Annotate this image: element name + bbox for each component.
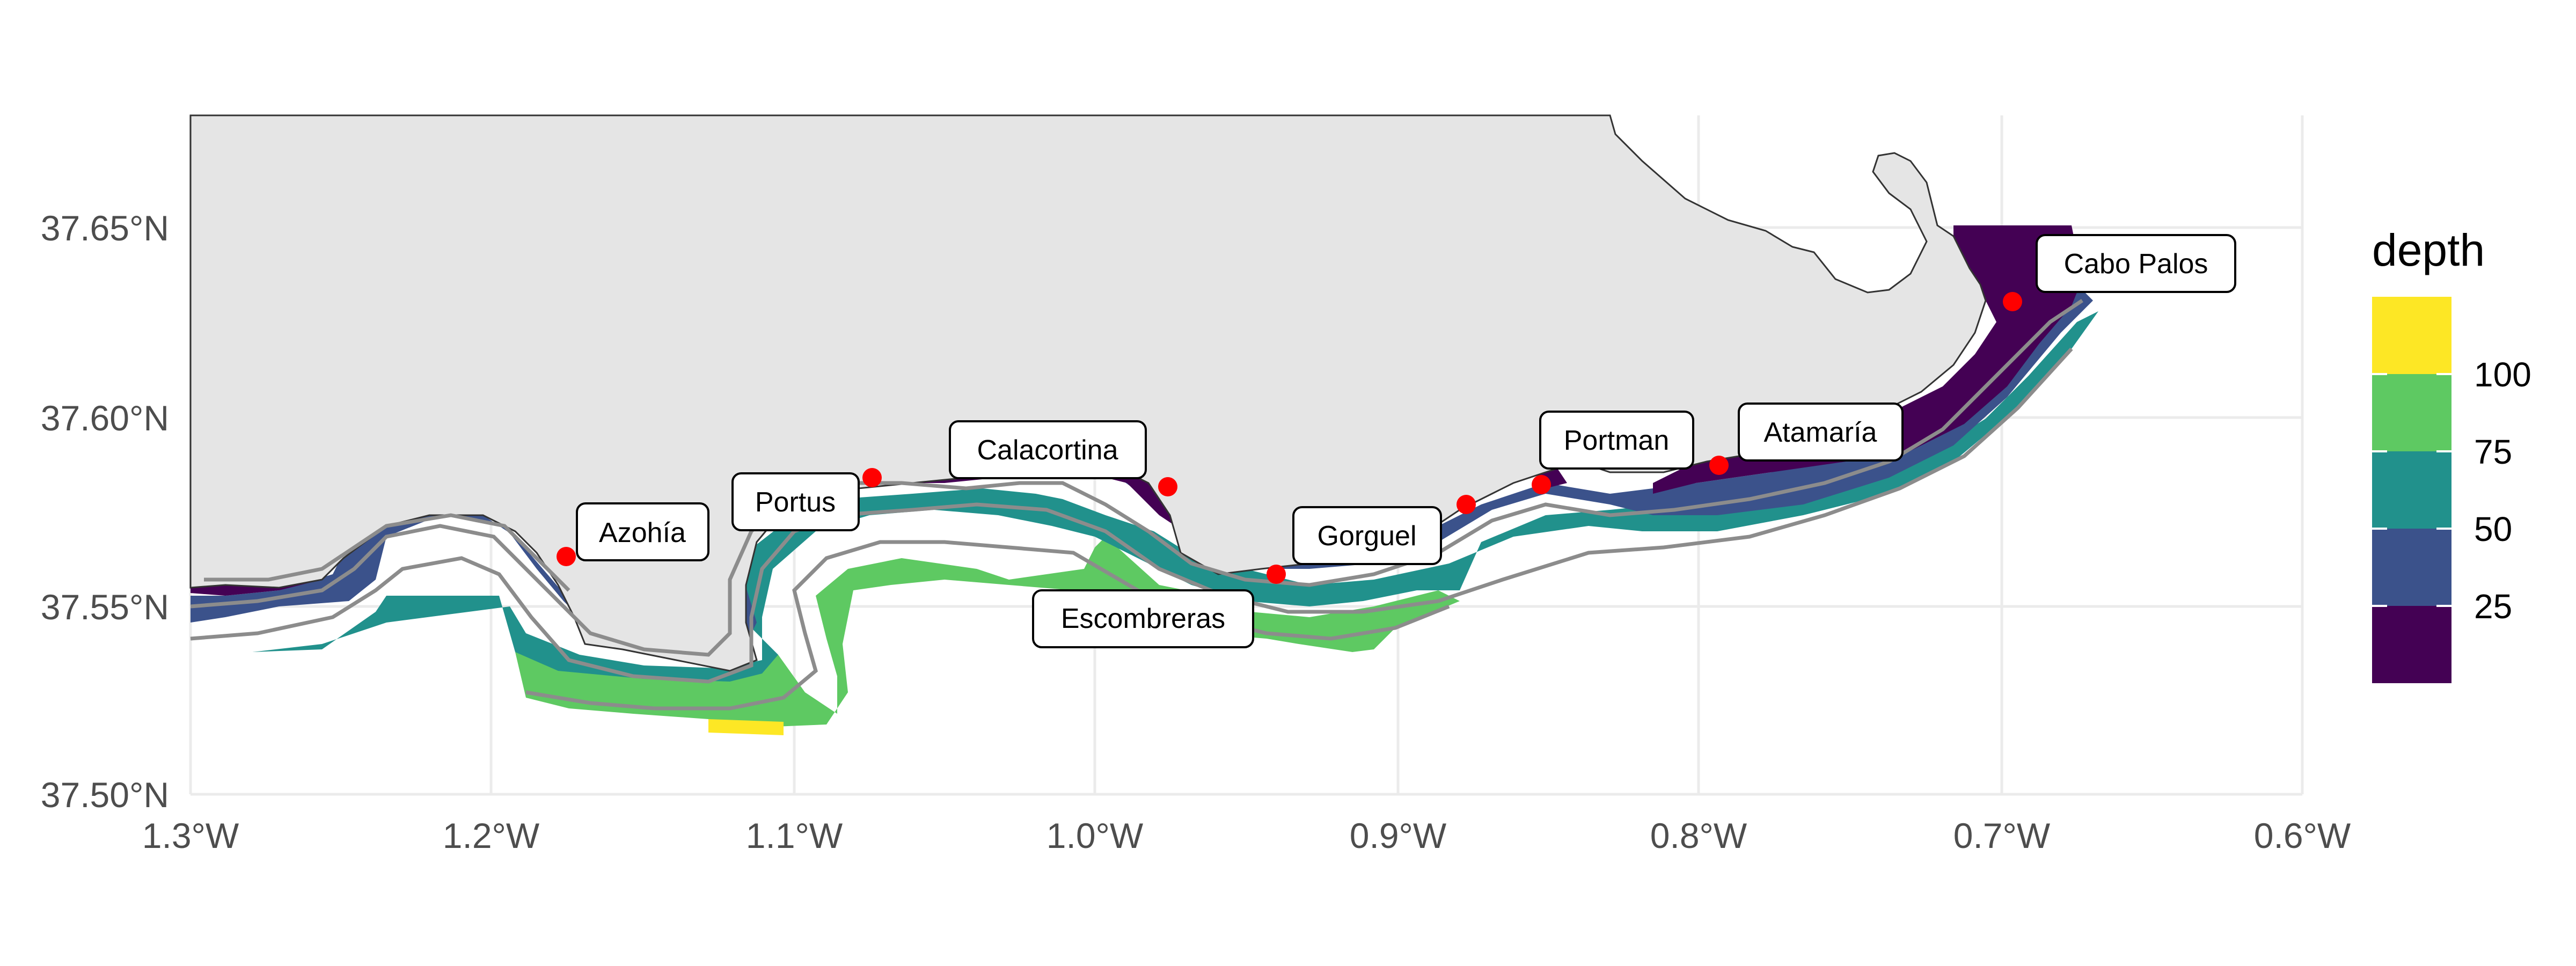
legend-tick-label: 75 — [2474, 433, 2512, 471]
legend-tick-label: 25 — [2474, 587, 2512, 626]
x-tick-label: 1.3°W — [142, 816, 239, 855]
x-tick-label: 0.8°W — [1650, 816, 1747, 855]
legend: depth 100 75 50 25 — [2372, 225, 2531, 683]
site-label-portus-text: Portus — [755, 487, 836, 518]
y-tick-label: 37.65°N — [41, 208, 169, 248]
x-axis: 1.3°W 1.2°W 1.1°W 1.0°W 0.9°W 0.8°W 0.7°… — [142, 816, 2351, 855]
site-label-calacortina-text: Calacortina — [977, 435, 1118, 466]
y-axis: 37.50°N 37.55°N 37.60°N 37.65°N — [41, 208, 169, 815]
y-tick-label: 37.50°N — [41, 775, 169, 815]
site-label-cabo-palos-text: Cabo Palos — [2064, 248, 2208, 280]
site-point-portus[interactable] — [862, 468, 882, 487]
site-label-gorguel[interactable]: Gorguel — [1292, 506, 1442, 565]
site-point-gorguel[interactable] — [1457, 495, 1476, 514]
depth-band-75-100 — [515, 537, 1460, 727]
site-point-cabo-palos[interactable] — [2003, 292, 2022, 311]
site-label-atamaria[interactable]: Atamaría — [1738, 402, 1904, 462]
depth-band-100-plus — [708, 719, 784, 735]
x-tick-label: 0.9°W — [1350, 816, 1447, 855]
x-tick-label: 0.6°W — [2254, 816, 2351, 855]
site-label-azohia-text: Azohía — [599, 517, 686, 548]
site-points — [557, 292, 2022, 584]
site-label-azohia[interactable]: Azohía — [576, 502, 709, 561]
legend-swatch-green — [2372, 374, 2451, 451]
legend-swatch-blue — [2372, 529, 2451, 606]
contour-lines — [190, 299, 2083, 711]
site-point-atamaria[interactable] — [1709, 456, 1729, 475]
site-label-gorguel-text: Gorguel — [1318, 521, 1417, 552]
x-tick-label: 1.1°W — [746, 816, 843, 855]
y-tick-label: 37.60°N — [41, 398, 169, 438]
legend-tick-label: 100 — [2474, 355, 2531, 394]
y-tick-label: 37.55°N — [41, 587, 169, 627]
site-point-portman[interactable] — [1532, 475, 1551, 494]
site-label-portus[interactable]: Portus — [731, 472, 860, 531]
site-point-escombreras[interactable] — [1267, 565, 1286, 584]
site-label-portman[interactable]: Portman — [1539, 411, 1694, 470]
legend-swatch-yellow — [2372, 297, 2451, 374]
x-tick-label: 1.0°W — [1046, 816, 1144, 855]
bathymetry-raster — [191, 225, 2098, 735]
legend-swatch-purple — [2372, 606, 2451, 683]
legend-title: depth — [2372, 225, 2485, 275]
site-label-atamaria-text: Atamaría — [1764, 417, 1877, 448]
site-label-calacortina[interactable]: Calacortina — [949, 420, 1147, 479]
site-point-azohia[interactable] — [557, 547, 576, 566]
site-label-portman-text: Portman — [1564, 425, 1670, 456]
legend-tick-label: 50 — [2474, 510, 2512, 548]
site-label-cabo-palos[interactable]: Cabo Palos — [2036, 234, 2236, 293]
legend-swatch-teal — [2372, 451, 2451, 529]
x-tick-label: 0.7°W — [1953, 816, 2051, 855]
site-point-calacortina[interactable] — [1158, 477, 1177, 496]
site-label-escombreras[interactable]: Escombreras — [1032, 589, 1254, 648]
site-labels: Azohía Portus Calacortina Escombreras Go… — [576, 234, 2236, 648]
site-label-escombreras-text: Escombreras — [1061, 603, 1225, 634]
x-tick-label: 1.2°W — [443, 816, 540, 855]
